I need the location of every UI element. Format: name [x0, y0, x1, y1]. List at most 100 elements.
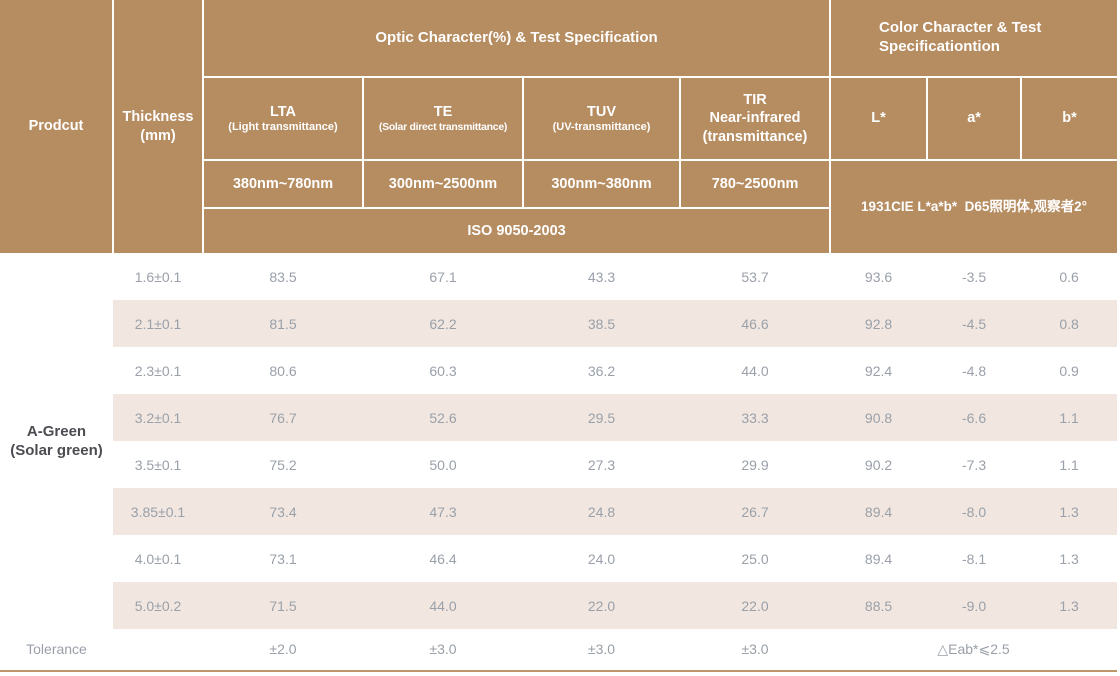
- cell-L: 92.8: [830, 300, 928, 347]
- table-row: 3.5±0.1 75.2 50.0 27.3 29.9 90.2 -7.3 1.1: [0, 441, 1118, 488]
- cell-te: 52.6: [363, 394, 523, 441]
- bottom-rule: [0, 670, 1117, 672]
- cell-a: -8.1: [927, 535, 1022, 582]
- cell-tuv: 24.8: [523, 488, 680, 535]
- cell-b: 0.9: [1021, 347, 1118, 394]
- cell-thickness: 3.85±0.1: [113, 488, 203, 535]
- te-sublabel: (Solar direct transmittance): [378, 121, 508, 133]
- wavelength-range-tuv: 300nm~380nm: [523, 160, 681, 209]
- product-name: A-Green (Solar green): [0, 253, 113, 629]
- tolerance-tuv: ±3.0: [523, 629, 680, 669]
- wavelength-range-lta: 380nm~780nm: [203, 160, 364, 209]
- cell-b: 1.1: [1021, 394, 1118, 441]
- tolerance-row: Tolerance ±2.0 ±3.0 ±3.0 ±3.0 △Eab*⩽2.5: [0, 629, 1118, 669]
- cell-tir: 44.0: [680, 347, 831, 394]
- cell-thickness: 3.5±0.1: [113, 441, 203, 488]
- te-label: TE: [433, 103, 453, 120]
- cell-tir: 22.0: [680, 582, 831, 629]
- wavelength-range-tir: 780~2500nm: [680, 160, 832, 209]
- cell-tir: 53.7: [680, 253, 831, 300]
- cell-te: 44.0: [363, 582, 523, 629]
- cell-a: -4.5: [927, 300, 1022, 347]
- cell-lta: 80.6: [203, 347, 363, 394]
- cell-te: 67.1: [363, 253, 523, 300]
- cell-tuv: 38.5: [523, 300, 680, 347]
- tolerance-eab: △Eab*⩽2.5: [830, 629, 1118, 669]
- cie-standard-note: 1931CIE L*a*b* D65照明体,观察者2°: [830, 160, 1118, 253]
- table-row: 2.1±0.1 81.5 62.2 38.5 46.6 92.8 -4.5 0.8: [0, 300, 1118, 347]
- tuv-sublabel: (UV-transmittance): [552, 120, 651, 133]
- cell-lta: 83.5: [203, 253, 363, 300]
- cell-b: 1.3: [1021, 488, 1118, 535]
- cell-a: -7.3: [927, 441, 1022, 488]
- thickness-column-header: Thickness (mm): [113, 0, 204, 253]
- cell-a: -8.0: [927, 488, 1022, 535]
- cell-tuv: 24.0: [523, 535, 680, 582]
- cell-tuv: 29.5: [523, 394, 680, 441]
- cell-L: 90.8: [830, 394, 928, 441]
- cell-thickness: 2.3±0.1: [113, 347, 203, 394]
- cell-thickness: 4.0±0.1: [113, 535, 203, 582]
- cell-tir: 29.9: [680, 441, 831, 488]
- table-row: 3.85±0.1 73.4 47.3 24.8 26.7 89.4 -8.0 1.3: [0, 488, 1118, 535]
- tolerance-tir: ±3.0: [680, 629, 831, 669]
- cell-tuv: 27.3: [523, 441, 680, 488]
- cell-L: 89.4: [830, 488, 928, 535]
- tuv-label: TUV: [587, 103, 616, 120]
- cell-tir: 25.0: [680, 535, 831, 582]
- cell-a: -9.0: [927, 582, 1022, 629]
- cell-te: 60.3: [363, 347, 523, 394]
- cell-tir: 46.6: [680, 300, 831, 347]
- data-rows: A-Green (Solar green) 1.6±0.1 83.5 67.1 43.3…: [0, 253, 1118, 629]
- cell-a: -6.6: [927, 394, 1022, 441]
- cell-b: 1.1: [1021, 441, 1118, 488]
- tolerance-label: Tolerance: [0, 629, 113, 669]
- cell-lta: 76.7: [203, 394, 363, 441]
- cell-te: 50.0: [363, 441, 523, 488]
- column-header-lta: LTA (Light transmittance): [203, 77, 364, 161]
- cell-lta: 75.2: [203, 441, 363, 488]
- table-row: 3.2±0.1 76.7 52.6 29.5 33.3 90.8 -6.6 1.1: [0, 394, 1118, 441]
- tolerance-te: ±3.0: [363, 629, 523, 669]
- cell-tir: 26.7: [680, 488, 831, 535]
- cell-thickness: 2.1±0.1: [113, 300, 203, 347]
- cell-b: 0.6: [1021, 253, 1118, 300]
- wavelength-range-te: 300nm~2500nm: [363, 160, 524, 209]
- lta-label: LTA: [269, 103, 297, 120]
- cell-thickness: 3.2±0.1: [113, 394, 203, 441]
- cell-lta: 73.1: [203, 535, 363, 582]
- cell-b: 1.3: [1021, 535, 1118, 582]
- cell-te: 47.3: [363, 488, 523, 535]
- cell-lta: 81.5: [203, 300, 363, 347]
- tolerance-lta: ±2.0: [203, 629, 363, 669]
- table-row: A-Green (Solar green) 1.6±0.1 83.5 67.1 43.3…: [0, 253, 1118, 629]
- column-header-tir: TIR Near-infrared (transmittance): [680, 77, 832, 161]
- lta-sublabel: (Light transmittance): [228, 120, 338, 133]
- cell-lta: 71.5: [203, 582, 363, 629]
- cell-lta: 73.4: [203, 488, 363, 535]
- table-row: 5.0±0.2 71.5 44.0 22.0 22.0 88.5 -9.0 1.3: [0, 582, 1118, 629]
- cell-b: 0.8: [1021, 300, 1118, 347]
- cell-tir: 33.3: [680, 394, 831, 441]
- column-header-te: TE (Solar direct transmittance): [363, 77, 524, 161]
- cell-L: 92.4: [830, 347, 928, 394]
- cell-thickness: 1.6±0.1: [113, 253, 203, 300]
- cell-tuv: 36.2: [523, 347, 680, 394]
- cell-tuv: 43.3: [523, 253, 680, 300]
- cell-te: 46.4: [363, 535, 523, 582]
- cell-a: -3.5: [927, 253, 1022, 300]
- optic-section-header: Optic Character(%) & Test Specification: [203, 0, 832, 78]
- cell-L: 88.5: [830, 582, 928, 629]
- cell-b: 1.3: [1021, 582, 1118, 629]
- tolerance-thickness-empty: [113, 629, 203, 669]
- cell-L: 90.2: [830, 441, 928, 488]
- table-row: 4.0±0.1 73.1 46.4 24.0 25.0 89.4 -8.1 1.3: [0, 535, 1118, 582]
- color-section-header: Color Character & Test Specificationtion: [830, 0, 1118, 78]
- iso-standard: ISO 9050-2003: [203, 208, 832, 253]
- cell-a: -4.8: [927, 347, 1022, 394]
- column-header-tuv: TUV (UV-transmittance): [523, 77, 681, 161]
- column-header-bstar: b*: [1021, 77, 1118, 161]
- product-column-header: Prodcut: [0, 0, 114, 253]
- cell-te: 62.2: [363, 300, 523, 347]
